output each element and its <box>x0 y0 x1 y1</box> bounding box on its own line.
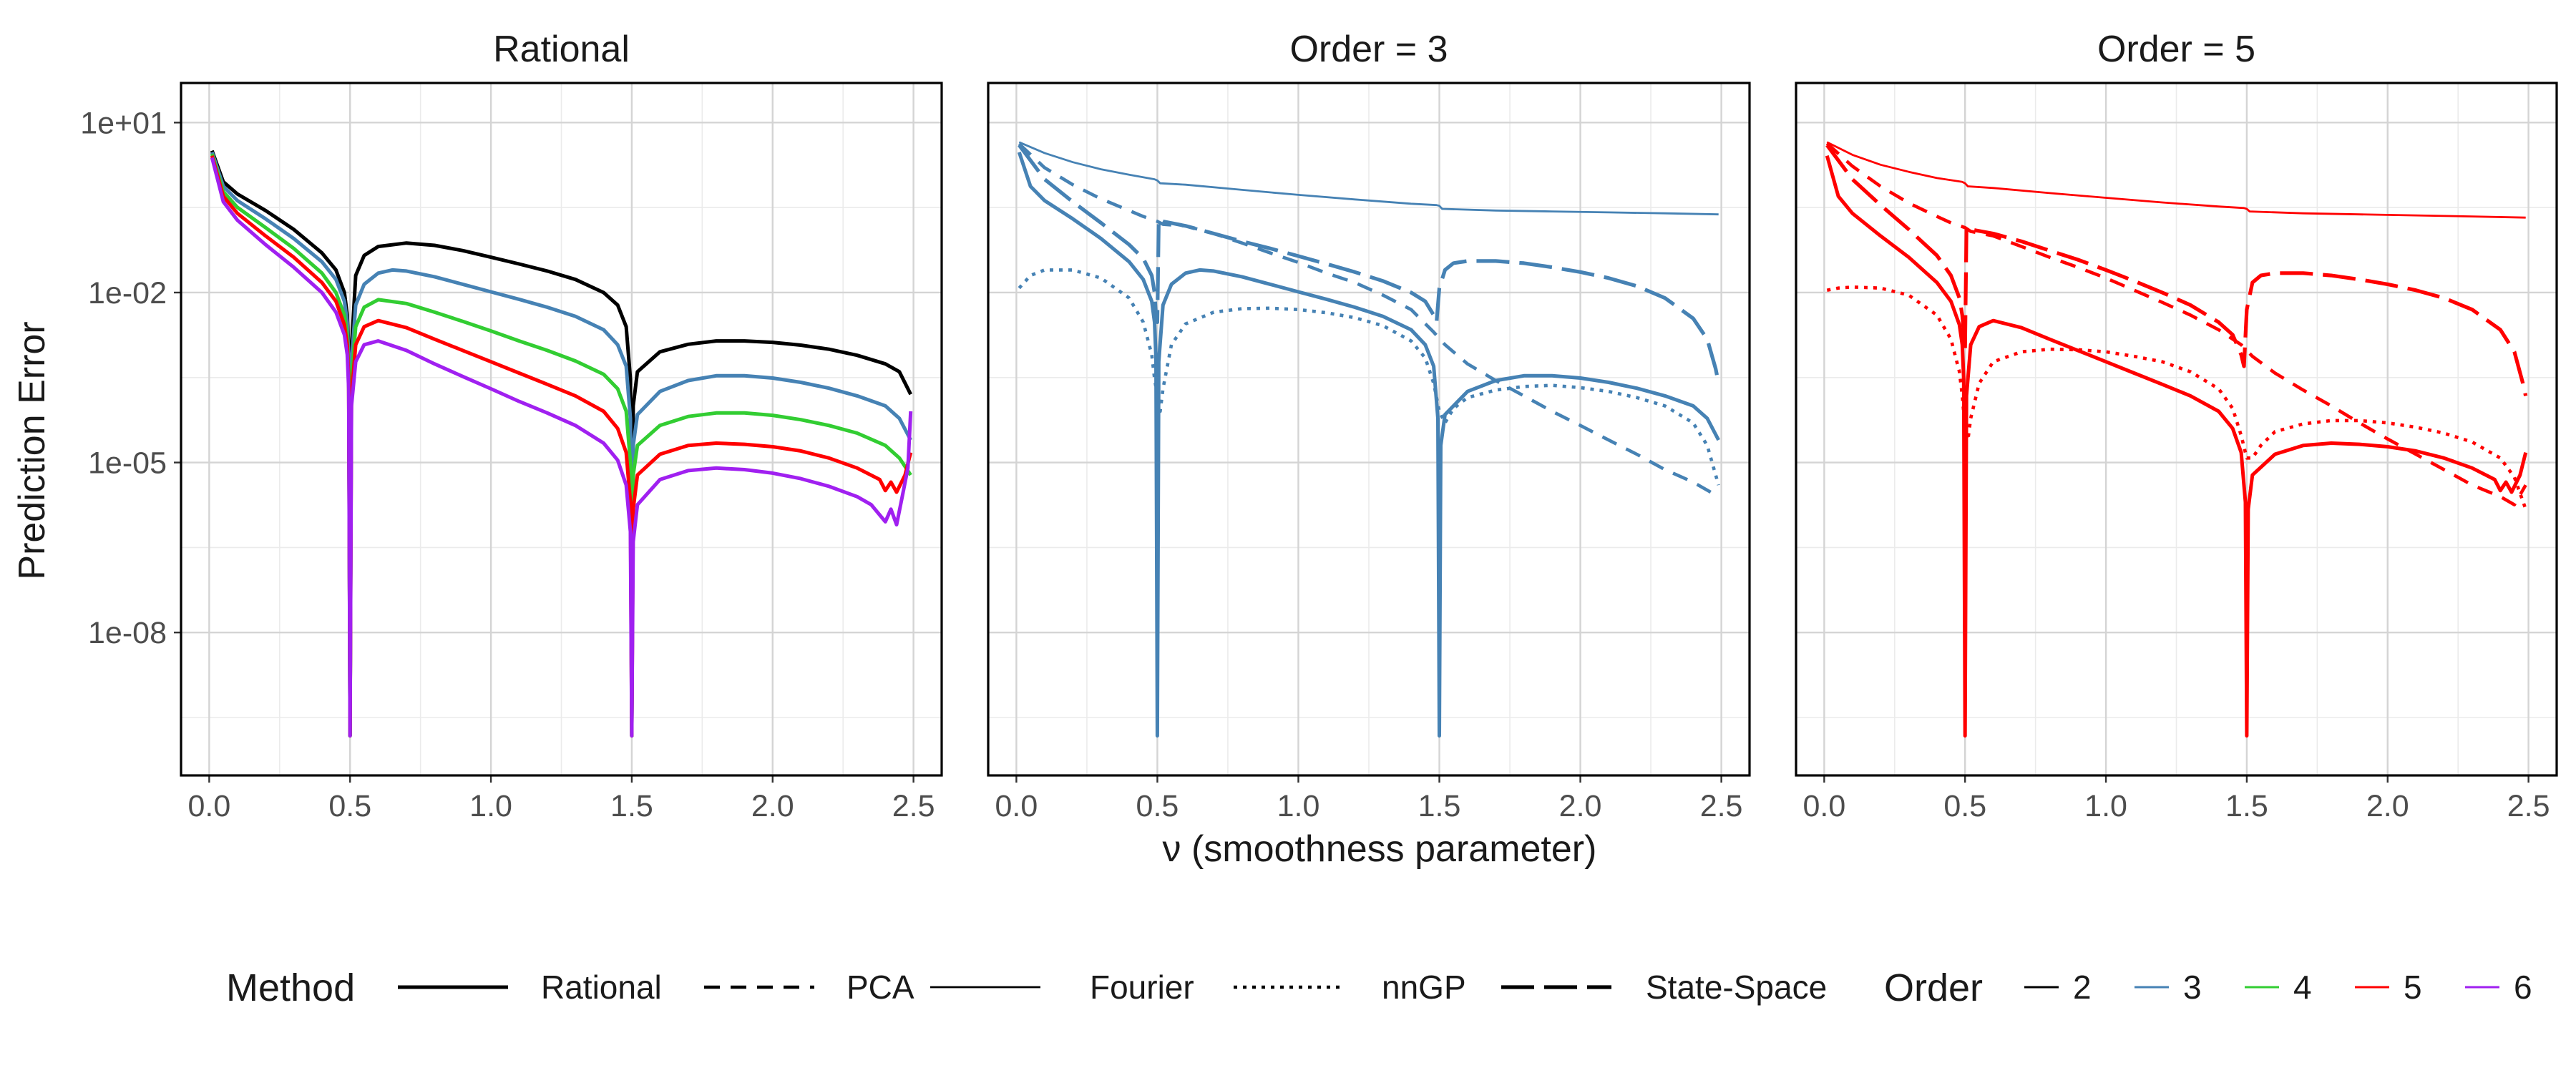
series-line-rational-order-6 <box>210 157 913 738</box>
x-tick-label: 2.0 <box>1559 789 1602 823</box>
series-line-nngp-order-3 <box>1018 268 1720 486</box>
x-tick-label: 0.5 <box>328 789 371 823</box>
y-tick-label: 1e-05 <box>88 446 167 481</box>
x-tick-label: 2.5 <box>892 789 935 823</box>
panel-1: 0.0 0.5 1.0 1.5 2.0 2.5 1e+01 1e-02 1e-05 1e-08 Ra… <box>80 29 943 823</box>
legend-label-order-3: 3 <box>2183 969 2202 1006</box>
panel-title: Order = 5 <box>2097 29 2255 70</box>
panel-3: 0.0 0.5 1.0 1.5 2.0 2.5 Order = 5 <box>1795 29 2558 823</box>
series-line-rational-order-3 <box>1017 152 1720 738</box>
panel-title: Order = 3 <box>1289 29 1448 70</box>
legend-label-state-space: State-Space <box>1646 969 1827 1006</box>
x-tick-label: 1.5 <box>2225 789 2268 823</box>
legend-title-method: Method <box>226 966 355 1009</box>
legend-label-fourier: Fourier <box>1090 969 1194 1006</box>
x-tick-label: 2.5 <box>2507 789 2550 823</box>
x-tick-label: 0.0 <box>1802 789 1845 823</box>
series-group <box>1017 141 1721 738</box>
series-line-pca-order-3 <box>1018 142 1719 499</box>
legend-label-pca: PCA <box>847 969 914 1006</box>
panel-title: Rational <box>493 29 630 70</box>
series-line-fourier-order-5 <box>1826 141 2526 219</box>
series-line-state-space-order-3 <box>1018 144 1721 384</box>
series-line-nngp-order-5 <box>1826 285 2527 510</box>
series-line-rational-order-5 <box>1825 155 2528 738</box>
panels-layer: 0.0 0.5 1.0 1.5 2.0 2.5 1e+01 1e-02 1e-05 1e-08 Ra… <box>80 29 2558 823</box>
x-tick-label: 1.0 <box>2084 789 2127 823</box>
y-tick-label: 1e+01 <box>80 106 167 140</box>
y-tick-label: 1e-08 <box>88 616 167 650</box>
panel-border <box>180 82 943 777</box>
x-tick-label: 0.5 <box>1136 789 1179 823</box>
series-line-rational-order-5 <box>210 155 913 738</box>
series-line-fourier-order-3 <box>1018 141 1719 216</box>
series-line-rational-order-4 <box>210 153 912 738</box>
x-tick-label: 2.5 <box>1700 789 1743 823</box>
panel-border <box>1795 82 2558 777</box>
legend-label-order-6: 6 <box>2514 969 2532 1006</box>
x-tick-label: 1.0 <box>469 789 512 823</box>
x-tick-label: 0.0 <box>187 789 230 823</box>
legend-label-order-2: 2 <box>2073 969 2092 1006</box>
x-tick-label: 2.0 <box>751 789 794 823</box>
x-axis-label: ν (smoothness parameter) <box>1163 828 1597 870</box>
x-tick-label: 2.0 <box>2366 789 2409 823</box>
series-line-state-space-order-5 <box>1825 144 2528 396</box>
x-tick-label: 0.5 <box>1943 789 1986 823</box>
panel-border <box>987 82 1751 777</box>
legend-title-order: Order <box>1884 966 1983 1009</box>
series-line-pca-order-5 <box>1825 142 2527 506</box>
x-tick-label: 1.5 <box>1418 789 1461 823</box>
series-group <box>1825 141 2528 738</box>
series-line-rational-order-2 <box>210 150 912 738</box>
x-tick-label: 1.0 <box>1277 789 1320 823</box>
x-tick-label: 0.0 <box>995 789 1038 823</box>
series-line-rational-order-3 <box>210 152 912 738</box>
legend-label-order-5: 5 <box>2404 969 2422 1006</box>
legend-label-nngp: nnGP <box>1382 969 1466 1006</box>
legend: Method Rational PCA Fourier nnGP State-Space O… <box>226 966 2532 1009</box>
y-axis-label: Prediction Error <box>11 321 53 579</box>
x-tick-label: 1.5 <box>610 789 653 823</box>
series-group <box>210 150 913 738</box>
legend-label-order-4: 4 <box>2293 969 2312 1006</box>
y-tick-label: 1e-02 <box>88 276 167 310</box>
legend-label-rational: Rational <box>541 969 662 1006</box>
panel-2: 0.0 0.5 1.0 1.5 2.0 2.5 Order = 3 <box>987 29 1751 823</box>
